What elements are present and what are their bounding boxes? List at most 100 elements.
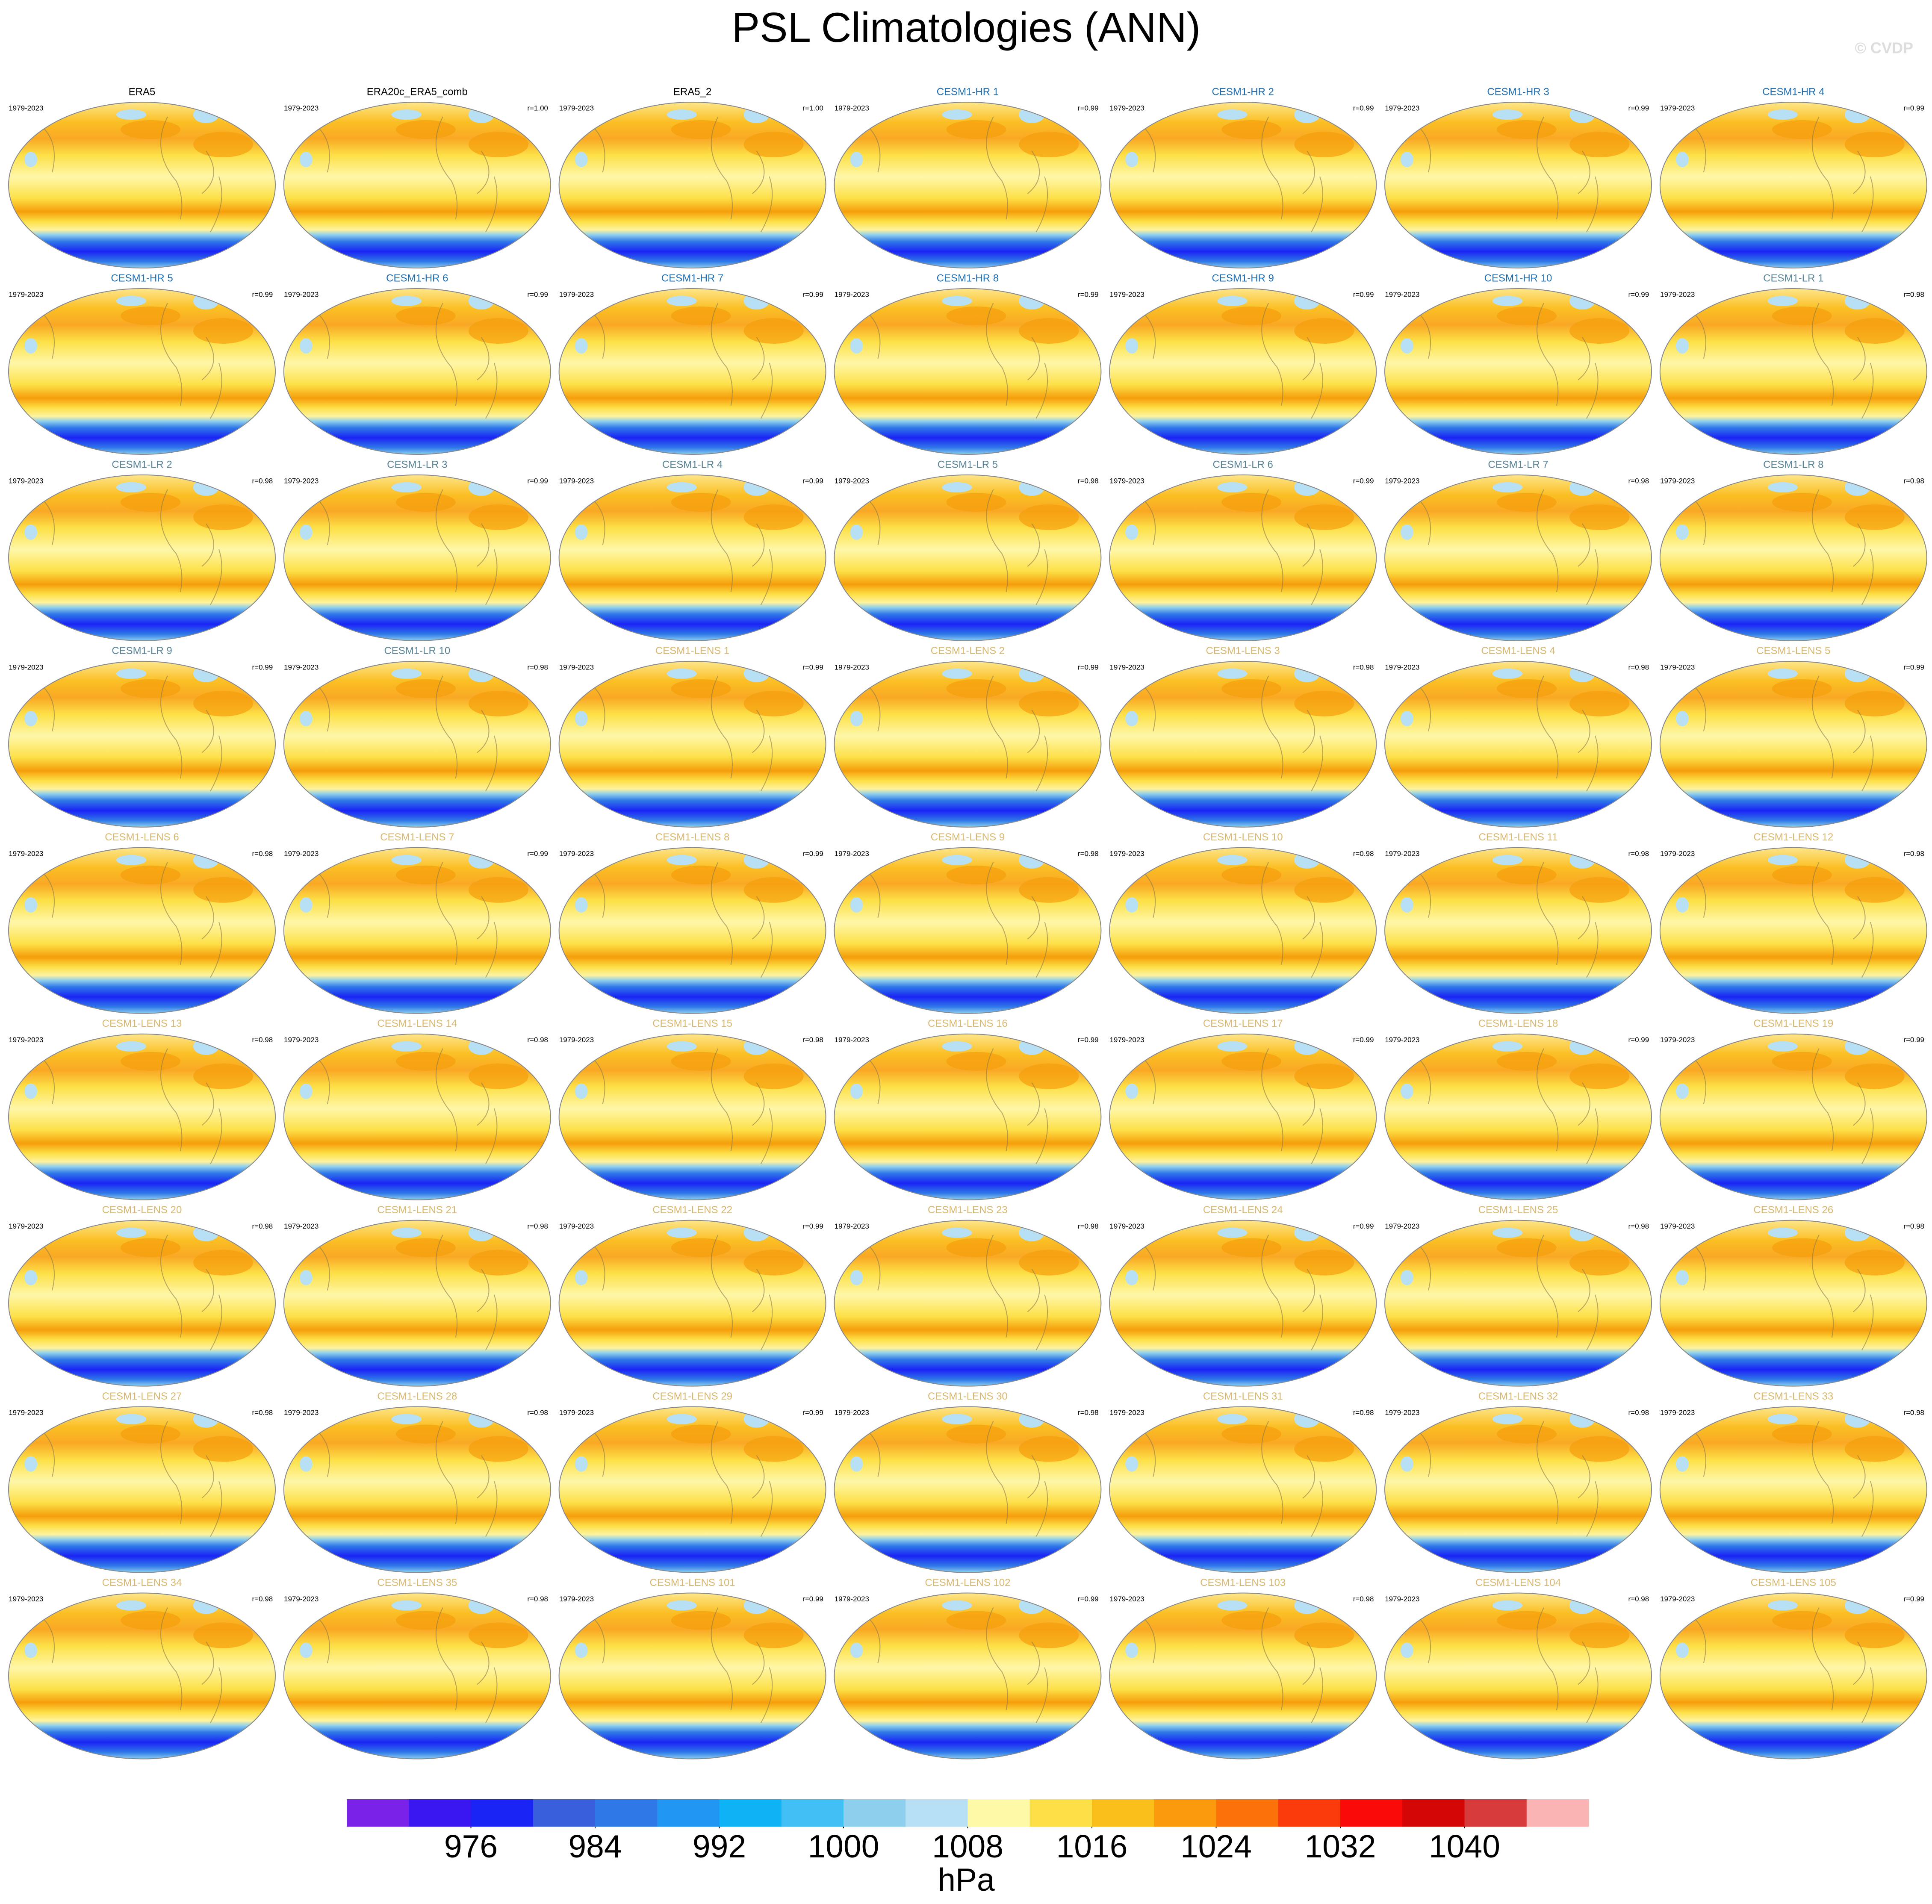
- panel-years: 1979-2023: [1660, 1222, 1695, 1230]
- map: [1660, 475, 1927, 641]
- panel-r: r=0.98: [1353, 663, 1374, 671]
- panel-title: CESM1-LENS 103: [1200, 1577, 1286, 1589]
- panel-r: r=0.98: [1628, 663, 1649, 671]
- panel-r: r=0.98: [1903, 477, 1924, 485]
- panel-r: r=0.98: [1353, 1595, 1374, 1603]
- map: [834, 848, 1101, 1014]
- panel-title: CESM1-LENS 29: [652, 1391, 732, 1402]
- watermark: © CVDP: [1855, 39, 1913, 57]
- panel-title: CESM1-LENS 33: [1753, 1391, 1833, 1402]
- panel-title: CESM1-LR 8: [1763, 459, 1823, 470]
- map: [9, 289, 275, 454]
- panel-title: CESM1-LENS 31: [1203, 1391, 1283, 1402]
- panel-years: 1979-2023: [9, 290, 43, 298]
- panel-years: 1979-2023: [284, 1409, 319, 1417]
- panel-r: r=0.99: [252, 663, 273, 671]
- panel-title: CESM1-LENS 15: [652, 1018, 732, 1029]
- panel-r: r=0.99: [802, 1409, 823, 1417]
- colorbar-tick-label: 984: [568, 1828, 622, 1864]
- map: [284, 289, 551, 454]
- panel-r: r=0.99: [252, 290, 273, 298]
- map: [9, 1593, 275, 1759]
- figure-title: PSL Climatologies (ANN): [732, 4, 1200, 51]
- colorbar-tick-label: 1016: [1056, 1828, 1128, 1864]
- panel-years: 1979-2023: [559, 477, 594, 485]
- panel-years: 1979-2023: [1385, 1595, 1419, 1603]
- panel-title: CESM1-LENS 28: [377, 1391, 457, 1402]
- panel-years: 1979-2023: [9, 849, 43, 858]
- map: [284, 1034, 551, 1200]
- panel-title: CESM1-LENS 30: [928, 1391, 1008, 1402]
- map: [284, 661, 551, 827]
- panel-years: 1979-2023: [284, 1222, 319, 1230]
- panel-title: CESM1-HR 3: [1487, 86, 1549, 97]
- panel-title: CESM1-HR 10: [1484, 272, 1552, 284]
- colorbar-box: [595, 1799, 658, 1827]
- panel-title: CESM1-HR 6: [386, 272, 448, 284]
- panel-years: 1979-2023: [9, 104, 43, 112]
- map: [1385, 475, 1652, 641]
- colorbar-box: [1092, 1799, 1154, 1827]
- panel-r: r=0.99: [1078, 1595, 1099, 1603]
- map: [834, 289, 1101, 454]
- colorbar-box: [1526, 1799, 1589, 1827]
- panel-r: r=0.98: [1078, 477, 1099, 485]
- panel-r: r=0.99: [802, 849, 823, 858]
- panel-title: CESM1-LENS 34: [102, 1577, 182, 1589]
- panel-years: 1979-2023: [1660, 1409, 1695, 1417]
- panel-r: r=0.98: [252, 477, 273, 485]
- panel-r: r=0.98: [1078, 1222, 1099, 1230]
- panel-r: r=0.99: [1628, 1036, 1649, 1044]
- colorbar-box: [906, 1799, 968, 1827]
- panel-title: CESM1-LENS 7: [380, 831, 454, 843]
- panel-r: r=0.99: [1903, 104, 1924, 112]
- panel-years: 1979-2023: [1660, 477, 1695, 485]
- panel-r: r=0.99: [527, 849, 548, 858]
- panel-years: 1979-2023: [1660, 849, 1695, 858]
- colorbar-box: [719, 1799, 782, 1827]
- panel-r: r=0.98: [252, 849, 273, 858]
- panel-years: 1979-2023: [1660, 104, 1695, 112]
- panel-years: 1979-2023: [559, 1036, 594, 1044]
- panel-title: CESM1-LENS 17: [1203, 1018, 1283, 1029]
- map: [834, 1034, 1101, 1200]
- panel-title: CESM1-LENS 27: [102, 1391, 182, 1402]
- map: [1385, 848, 1652, 1014]
- panel-years: 1979-2023: [9, 663, 43, 671]
- colorbar-tick-label: 1008: [932, 1828, 1003, 1864]
- panel-r: r=0.99: [527, 477, 548, 485]
- panel-title: CESM1-LENS 14: [377, 1018, 457, 1029]
- map: [284, 475, 551, 641]
- colorbar-tick-label: 1024: [1180, 1828, 1252, 1864]
- panel-r: r=0.98: [1628, 849, 1649, 858]
- panel-title: CESM1-LENS 104: [1475, 1577, 1561, 1589]
- panel-years: 1979-2023: [1109, 1409, 1144, 1417]
- panel-years: 1979-2023: [835, 849, 869, 858]
- panel-r: r=0.98: [1903, 290, 1924, 298]
- map: [559, 1034, 826, 1200]
- map: [834, 1593, 1101, 1759]
- panel-years: 1979-2023: [1109, 104, 1144, 112]
- panel-r: r=0.99: [802, 663, 823, 671]
- map: [9, 1034, 275, 1200]
- panel-title: CESM1-LENS 3: [1206, 645, 1280, 657]
- colorbar-box: [409, 1799, 471, 1827]
- panel-r: r=0.98: [1628, 1222, 1649, 1230]
- panel-r: r=0.99: [802, 1222, 823, 1230]
- panel-title: CESM1-LENS 11: [1479, 831, 1558, 843]
- panel-years: 1979-2023: [1109, 849, 1144, 858]
- panel-r: r=1.00: [802, 104, 823, 112]
- panel-title: CESM1-LENS 5: [1756, 645, 1830, 657]
- map: [1109, 1220, 1376, 1386]
- map: [559, 1220, 826, 1386]
- map: [1660, 661, 1927, 827]
- colorbar-box: [844, 1799, 906, 1827]
- panel-years: 1979-2023: [1109, 663, 1144, 671]
- panel-years: 1979-2023: [9, 1222, 43, 1230]
- panel-years: 1979-2023: [284, 1036, 319, 1044]
- map: [1385, 661, 1652, 827]
- panel-title: CESM1-LENS 32: [1478, 1391, 1558, 1402]
- panel-years: 1979-2023: [1385, 663, 1419, 671]
- panel-title: CESM1-LENS 105: [1751, 1577, 1836, 1589]
- map: [9, 1407, 275, 1573]
